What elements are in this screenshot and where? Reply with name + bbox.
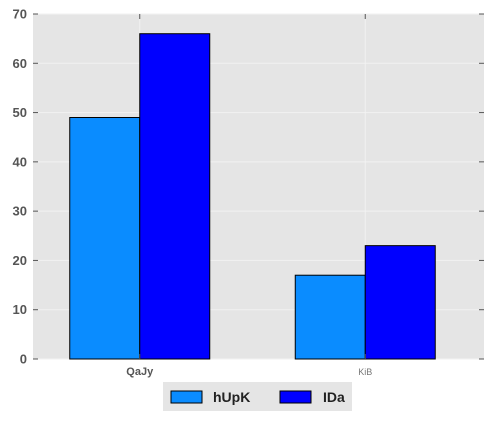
y-tick-label-4: 40 (13, 154, 27, 169)
y-tick-label-0: 0 (20, 352, 27, 367)
legend-label-IDa: IDa (323, 389, 345, 405)
bar-IDa-KiB (364, 245, 436, 360)
bars (69, 33, 436, 360)
y-tick-label-1: 10 (13, 302, 27, 317)
legend-swatch-hUpK (170, 390, 203, 404)
bar-hUpK-KiB (294, 274, 366, 360)
x-tick-label-1: KiB (358, 367, 372, 377)
y-axis: 0 10 20 30 40 50 60 70 (13, 7, 484, 367)
y-tick-label-3: 30 (13, 204, 27, 219)
legend: hUpK IDa (163, 382, 352, 411)
legend-swatch-IDa (279, 390, 312, 404)
y-tick-label-6: 60 (13, 56, 27, 71)
y-tick-label-5: 50 (13, 105, 27, 120)
x-tick-label-0: QaJy (126, 366, 154, 378)
y-tick-label-2: 20 (13, 253, 27, 268)
legend-label-hUpK: hUpK (213, 389, 250, 405)
x-axis: QaJy KiB (126, 14, 372, 378)
y-tick-label-7: 70 (13, 7, 27, 22)
bar-IDa-QaJy (139, 33, 211, 360)
bar-hUpK-QaJy (69, 117, 141, 360)
